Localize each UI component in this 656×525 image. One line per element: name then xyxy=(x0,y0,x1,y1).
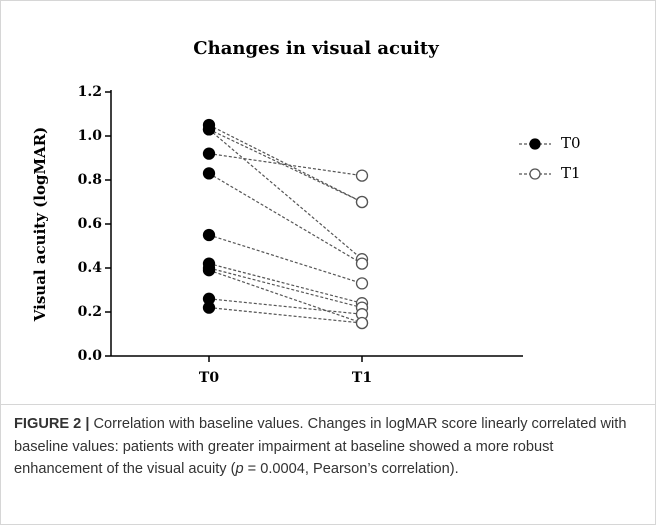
y-tick-label: 1.2 xyxy=(78,84,102,100)
y-tick-label: 0.8 xyxy=(78,172,102,188)
dot xyxy=(355,277,369,290)
y-tick-label: 0.4 xyxy=(78,260,103,276)
pair-line xyxy=(208,298,363,315)
pair-line xyxy=(208,128,363,260)
dot xyxy=(202,301,216,314)
chart: Changes in visual acuity Visual acuity (… xyxy=(31,38,581,386)
dot xyxy=(355,316,369,330)
y-axis-label: Visual acuity (logMAR) xyxy=(31,127,49,322)
dot xyxy=(202,264,216,277)
pair-line xyxy=(208,263,363,304)
dot xyxy=(202,228,216,242)
pair-line xyxy=(208,124,363,203)
separator xyxy=(1,404,655,405)
dot xyxy=(202,123,216,136)
legend-label: T0 xyxy=(561,134,581,152)
y-tick-label: 0.0 xyxy=(78,348,103,364)
dot xyxy=(355,195,369,209)
pair-line xyxy=(208,307,363,324)
dot xyxy=(355,257,369,270)
x-tick-label: T0 xyxy=(199,370,219,386)
pair-line xyxy=(208,128,363,203)
x-tick-label: T1 xyxy=(352,370,372,386)
y-tick-label: 0.6 xyxy=(78,216,102,232)
caption-label: FIGURE 2 | xyxy=(14,416,90,432)
pair-line xyxy=(208,269,363,324)
pair-line xyxy=(208,267,363,309)
dot xyxy=(355,169,369,182)
y-tick-label: 0.2 xyxy=(78,304,102,320)
pair-line xyxy=(208,172,363,265)
legend-marker xyxy=(529,138,541,150)
chart-title: Changes in visual acuity xyxy=(193,38,439,59)
legend-marker xyxy=(529,168,541,180)
pair-line xyxy=(208,234,363,284)
pair-line xyxy=(208,153,363,177)
caption-italic: p xyxy=(235,461,244,477)
dot xyxy=(202,147,216,160)
caption: FIGURE 2 | Correlation with baseline val… xyxy=(14,413,644,481)
caption-text: Correlation with baseline values. Change… xyxy=(14,416,627,477)
caption-tail: = 0.0004, Pearson’s correlation). xyxy=(243,461,459,477)
y-tick-label: 1.0 xyxy=(78,128,103,144)
legend-label: T1 xyxy=(561,164,581,182)
dot xyxy=(202,167,216,180)
